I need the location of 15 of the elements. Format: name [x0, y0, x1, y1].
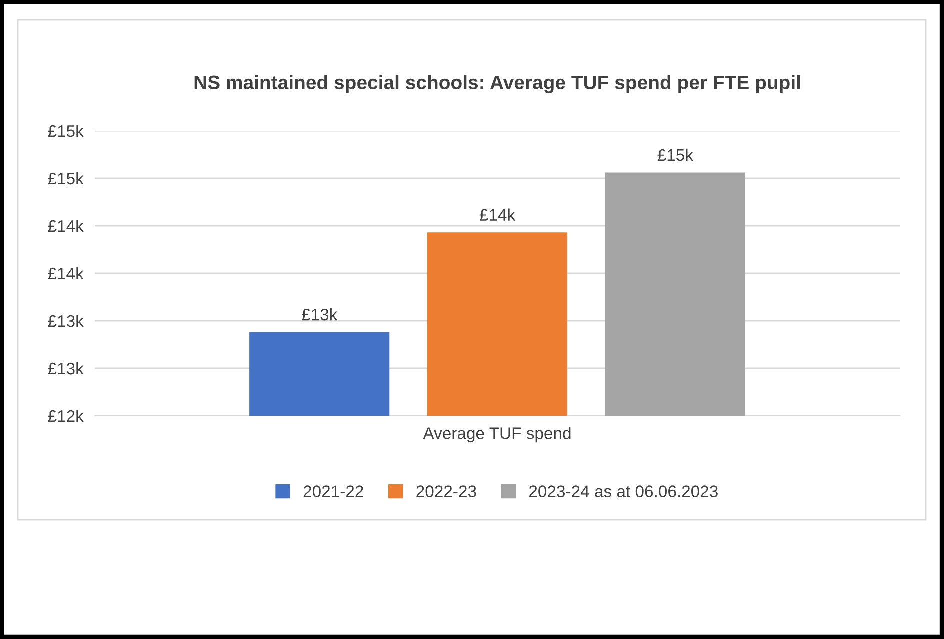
data-label: £15k: [658, 148, 694, 162]
y-tick-label: £14k: [48, 220, 84, 232]
y-tick-label: £12k: [48, 410, 84, 422]
chart-title: NS maintained special schools: Average TUF spend per FTE pupil: [194, 75, 800, 94]
x-tick-label: Average TUF spend: [423, 427, 571, 443]
data-label: £14k: [480, 208, 516, 221]
data-label: £13k: [302, 308, 338, 321]
legend-label: 2023-24 as at 06.06.2023: [530, 486, 718, 498]
legend-label: 2021-22: [304, 486, 364, 498]
legend-label: 2022-23: [416, 486, 476, 498]
y-tick-label: £15k: [48, 172, 84, 185]
y-tick-label: £15k: [48, 124, 84, 138]
y-tick-label: £13k: [48, 362, 84, 375]
y-tick-label: £13k: [48, 314, 84, 328]
y-tick-label: £14k: [48, 267, 84, 280]
